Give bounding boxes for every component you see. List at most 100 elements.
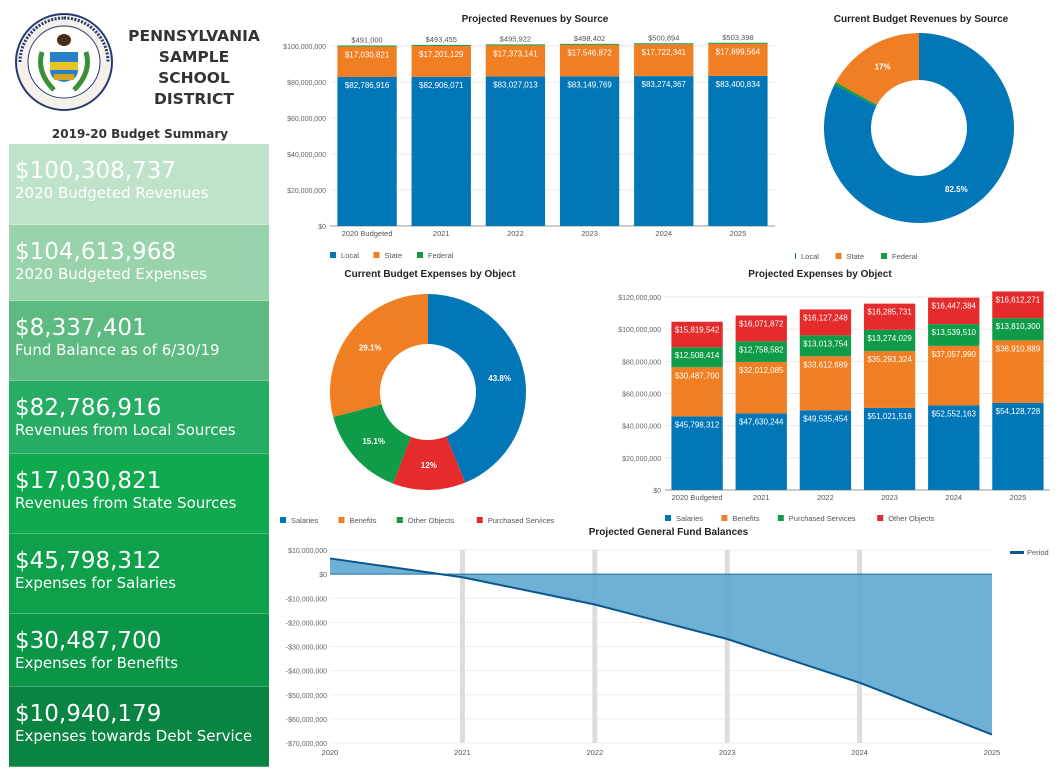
- tile-label: Fund Balance as of 6/30/19: [15, 341, 220, 359]
- data-label: $17,373,141: [493, 49, 538, 58]
- data-label: $83,274,367: [642, 80, 687, 89]
- legend-swatch: [330, 252, 336, 258]
- x-tick-label: 2024: [655, 229, 672, 238]
- data-label: $38,910,889: [996, 344, 1041, 353]
- x-tick-label: 2023: [881, 493, 898, 502]
- data-label: $17,546,872: [567, 49, 612, 58]
- legend-label: Benefits: [732, 514, 759, 523]
- legend-swatch: [280, 517, 286, 523]
- bar-segment: [928, 405, 980, 490]
- bar-segment: [671, 347, 723, 368]
- bar-segment: [559, 44, 620, 77]
- data-label: $51,021,518: [867, 412, 912, 421]
- data-label: $503,398: [722, 33, 753, 42]
- slice-label: 82.5%: [945, 185, 968, 194]
- data-label: $52,552,163: [932, 409, 977, 418]
- bar-segment: [634, 76, 694, 226]
- district-line: PENNSYLVANIA: [128, 27, 260, 45]
- legend-swatch: [476, 517, 483, 523]
- legend-swatch: [777, 515, 784, 521]
- bar-segment: [671, 416, 723, 490]
- bar-segment: [337, 76, 397, 226]
- y-tick-label: $40,000,000: [622, 424, 661, 431]
- data-label: $17,030,821: [345, 50, 390, 59]
- tile-label: Revenues from State Sources: [15, 494, 237, 512]
- x-tick-label: 2021: [753, 493, 770, 502]
- data-label: $45,798,312: [675, 420, 720, 429]
- data-label: $13,539,510: [932, 328, 977, 337]
- bar-segment: [735, 341, 787, 362]
- district-line: SAMPLE: [158, 48, 230, 66]
- projected-expenses-chart: $0 $20,000,000 $40,000,000 $60,000,000 $80,0…: [618, 291, 1050, 523]
- current-expenses-panel: Current Budget Expenses by Object 43.8% 1…: [280, 262, 580, 524]
- x-tick-label: 2025: [730, 229, 747, 238]
- y-tick-label: $0: [319, 572, 327, 579]
- bar-segment: [559, 43, 620, 45]
- x-tick-label: 2023: [719, 748, 736, 757]
- projected-revenues-chart: $0 $20,000,000 $40,000,000 $60,000,000 $80,0…: [283, 33, 775, 260]
- legend-swatch: [881, 253, 887, 259]
- chart-title: Projected Expenses by Object: [748, 269, 892, 280]
- bar-segment: [992, 291, 1044, 319]
- y-tick-label: -$50,000,000: [286, 693, 327, 700]
- data-label: $491,000: [351, 35, 382, 44]
- data-label: $54,128,728: [996, 407, 1041, 416]
- data-label: $16,285,731: [867, 308, 912, 317]
- legend-label: Local: [341, 251, 359, 260]
- bar-segment: [411, 76, 471, 226]
- legend-label: Purchased Services: [488, 516, 555, 524]
- bar-segment: [799, 410, 852, 490]
- slice-label: 29.1%: [359, 343, 382, 352]
- data-label: $495,922: [500, 34, 531, 43]
- slice-label: 12%: [421, 461, 437, 470]
- data-label: $17,899,564: [716, 48, 761, 57]
- y-tick-label: $80,000,000: [622, 359, 661, 366]
- y-tick-label: -$60,000,000: [286, 717, 327, 724]
- legend-label: State: [385, 251, 403, 260]
- bar-segment: [799, 335, 852, 357]
- summary-tile: $45,798,312 Expenses for Salaries: [9, 534, 269, 614]
- pie-slice: [834, 82, 877, 107]
- chart-title: Current Budget Expenses by Object: [344, 269, 516, 280]
- period-band: [592, 550, 598, 743]
- data-label: $15,819,542: [675, 326, 720, 335]
- bar-segment: [634, 44, 694, 77]
- pie-slice: [393, 436, 466, 490]
- legend-swatch: [373, 252, 380, 258]
- bar-segment: [992, 318, 1044, 341]
- slice-label: 15.1%: [362, 437, 385, 446]
- x-tick-label: 2020: [322, 748, 339, 757]
- slice-label: 43.8%: [488, 374, 511, 383]
- legend-label: Federal: [892, 252, 918, 261]
- current-revenues-chart: 82.5% 17% Local State Federal: [795, 33, 1014, 261]
- legend-label: Period: [1027, 548, 1049, 557]
- x-tick-label: 2025: [984, 748, 1001, 757]
- data-label: $37,057,990: [932, 350, 977, 359]
- data-label: $33,612,689: [803, 360, 848, 369]
- data-label: $13,013,754: [803, 339, 848, 348]
- bar-segment: [928, 297, 980, 325]
- x-tick-label: 2022: [817, 493, 834, 502]
- district-name: PENNSYLVANIA SAMPLE SCHOOL DISTRICT: [118, 26, 270, 110]
- bar-segment: [559, 76, 620, 226]
- pie-slice: [428, 294, 526, 483]
- pie-slice: [824, 33, 1014, 223]
- legend-label: State: [847, 252, 865, 261]
- chart-title: Current Budget Revenues by Source: [833, 14, 1009, 25]
- tile-amount: $104,613,968: [15, 239, 176, 265]
- projected-expenses-panel: Projected Expenses by Object $0 $20,000,0…: [600, 262, 1057, 524]
- y-tick-label: $40,000,000: [287, 152, 326, 159]
- data-label: $83,400,834: [716, 80, 761, 89]
- y-tick-label: $10,000,000: [288, 548, 327, 555]
- data-label: $498,402: [574, 34, 605, 43]
- x-tick-label: 2020 Budgeted: [342, 229, 393, 238]
- data-label: $493,455: [426, 35, 457, 44]
- data-label: $16,447,384: [932, 302, 977, 311]
- state-seal-icon: [15, 13, 113, 111]
- tile-amount: $45,798,312: [15, 548, 162, 574]
- y-tick-label: -$10,000,000: [286, 596, 327, 603]
- legend-swatch: [396, 517, 403, 523]
- bar-segment: [735, 361, 787, 414]
- legend-swatch: [417, 252, 423, 258]
- x-tick-label: 2022: [586, 748, 603, 757]
